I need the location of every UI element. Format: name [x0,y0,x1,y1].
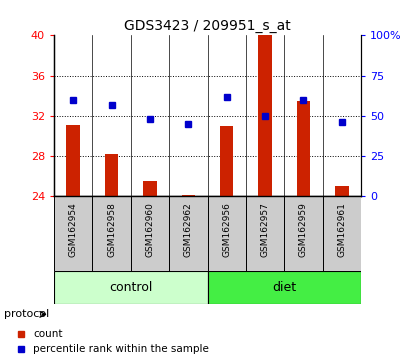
Bar [297,101,310,196]
Text: percentile rank within the sample: percentile rank within the sample [33,344,209,354]
Text: GSM162956: GSM162956 [222,202,231,257]
Bar [169,196,208,271]
Bar [284,196,323,271]
Bar [93,196,131,271]
Text: GSM162962: GSM162962 [184,202,193,257]
Bar [220,126,233,196]
Text: count: count [33,329,63,339]
Text: GSM162959: GSM162959 [299,202,308,257]
Text: GSM162958: GSM162958 [107,202,116,257]
Bar [66,125,80,196]
Bar [259,35,272,196]
Bar [323,196,361,271]
Bar [335,187,349,196]
Bar [54,196,92,271]
Bar [131,196,169,271]
Bar [105,154,118,196]
Text: GSM162957: GSM162957 [261,202,270,257]
Text: control: control [109,281,152,294]
Text: protocol: protocol [4,309,49,319]
Text: GSM162954: GSM162954 [68,202,78,257]
Bar [143,181,156,196]
Bar [208,271,361,304]
Text: GSM162960: GSM162960 [145,202,154,257]
Bar [208,196,246,271]
Title: GDS3423 / 209951_s_at: GDS3423 / 209951_s_at [124,19,291,33]
Bar [246,196,284,271]
Text: diet: diet [272,281,296,294]
Text: GSM162961: GSM162961 [337,202,347,257]
Bar [182,195,195,196]
Bar [54,271,208,304]
